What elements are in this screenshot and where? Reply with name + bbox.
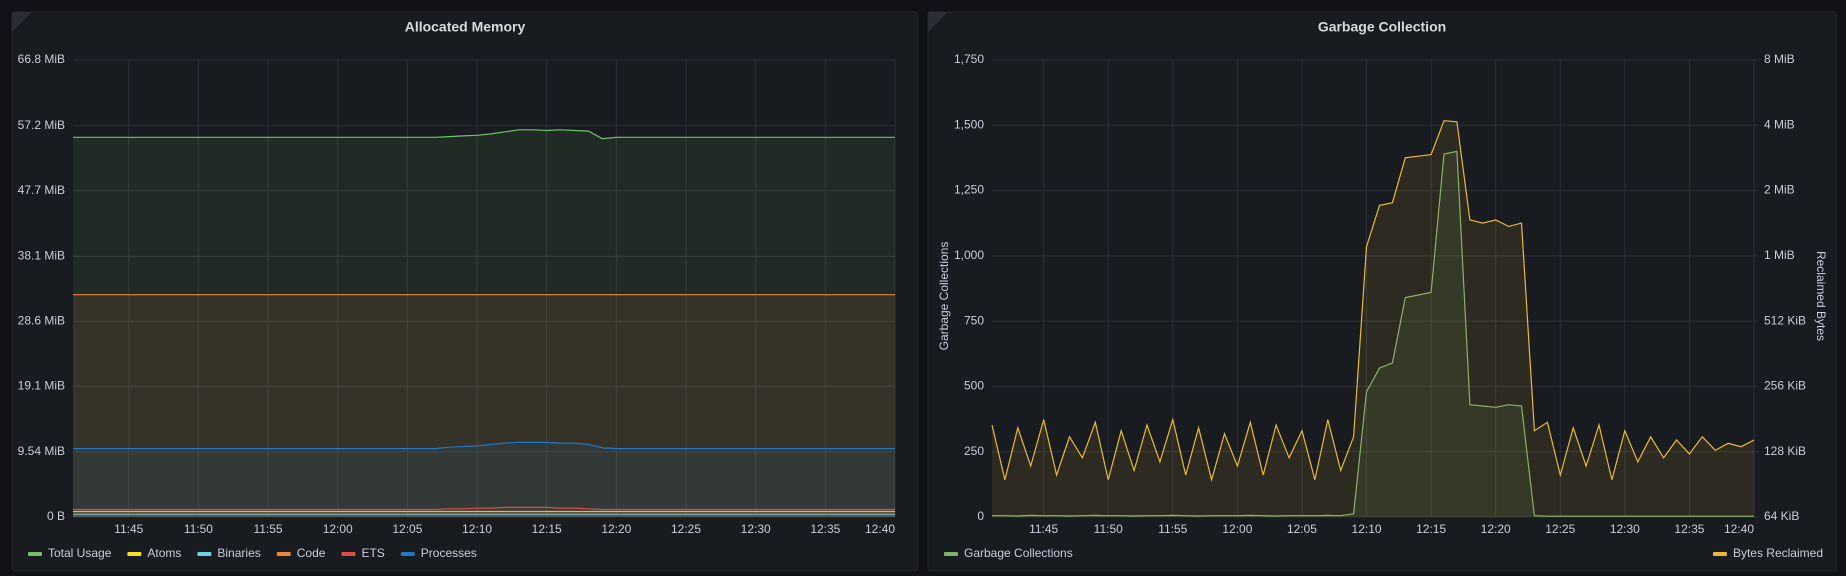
- y2-tick-label: 2 MiB: [1764, 183, 1795, 197]
- panel-title: Allocated Memory: [405, 19, 526, 35]
- legend-label: Binaries: [217, 546, 260, 560]
- y2-tick-label: 4 MiB: [1764, 117, 1795, 131]
- x-tick-label: 12:05: [1287, 522, 1317, 536]
- y-tick-label: 0 B: [47, 509, 65, 523]
- x-tick-label: 11:55: [253, 522, 282, 536]
- x-tick-label: 11:50: [1094, 522, 1123, 536]
- y2-tick-label: 256 KiB: [1764, 379, 1806, 393]
- y2-tick-label: 128 KiB: [1764, 444, 1806, 458]
- panel-title: Garbage Collection: [1318, 19, 1446, 35]
- y-tick-label: 1,250: [954, 183, 984, 197]
- series-area: [992, 120, 1754, 517]
- x-tick-label: 12:35: [810, 522, 840, 536]
- legend-label: Total Usage: [48, 546, 112, 560]
- x-tick-label: 12:15: [532, 522, 562, 536]
- series-area: [992, 151, 1754, 517]
- y-tick-label: 38.1 MiB: [18, 249, 65, 263]
- x-tick-label: 12:35: [1674, 522, 1704, 536]
- y2-tick-label: 8 MiB: [1764, 52, 1795, 66]
- series-line: [73, 129, 895, 140]
- y-tick-label: 750: [964, 313, 984, 327]
- legend-swatch: [341, 552, 356, 556]
- y-tick-label: 47.7 MiB: [18, 183, 65, 197]
- legend-label: Bytes Reclaimed: [1733, 546, 1823, 560]
- y-axis-label: Garbage Collections: [937, 242, 951, 351]
- x-tick-label: 12:30: [741, 522, 771, 536]
- x-tick-label: 11:45: [114, 522, 143, 536]
- series-line: [992, 150, 1754, 517]
- x-tick-label: 11:50: [184, 522, 213, 536]
- legend-swatch: [1712, 552, 1727, 556]
- y-tick-label: 1,500: [954, 117, 984, 131]
- y2-tick-label: 512 KiB: [1764, 313, 1806, 327]
- series-area: [73, 442, 895, 517]
- x-tick-label: 12:05: [392, 522, 422, 536]
- legend-label: Atoms: [147, 546, 181, 560]
- legend-label: Garbage Collections: [964, 546, 1073, 560]
- x-tick-label: 12:10: [462, 522, 492, 536]
- x-tick-label: 11:55: [1158, 522, 1187, 536]
- x-tick-label: 12:15: [1416, 522, 1446, 536]
- y2-axis-label: Reclaimed Bytes: [1814, 251, 1828, 341]
- series-area: [73, 129, 895, 518]
- legend-swatch: [127, 552, 142, 556]
- x-tick-label: 12:25: [1545, 522, 1575, 536]
- legend-label: Code: [297, 546, 326, 560]
- x-tick-label: 12:20: [1481, 522, 1511, 536]
- info-corner[interactable]: [928, 12, 948, 32]
- x-tick-label: 12:40: [1724, 522, 1754, 536]
- legend-label: Processes: [421, 546, 477, 560]
- x-tick-label: 12:40: [865, 522, 895, 536]
- series-area: [73, 294, 895, 517]
- y-tick-label: 19.1 MiB: [18, 379, 65, 393]
- y2-tick-label: 1 MiB: [1764, 248, 1795, 262]
- series-line: [73, 506, 895, 511]
- series-area: [73, 514, 895, 517]
- y-tick-label: 9.54 MiB: [18, 444, 65, 458]
- y-tick-label: 1,000: [954, 248, 984, 262]
- y2-tick-label: 64 KiB: [1764, 509, 1799, 523]
- y-tick-label: 500: [964, 379, 984, 393]
- x-tick-label: 12:00: [323, 522, 353, 536]
- x-tick-label: 12:00: [1222, 522, 1252, 536]
- y-tick-label: 0: [977, 509, 984, 523]
- y-tick-label: 28.6 MiB: [18, 314, 65, 328]
- x-tick-label: 12:25: [671, 522, 701, 536]
- panel: [11, 11, 919, 572]
- y-tick-label: 66.8 MiB: [18, 52, 65, 66]
- legend-swatch: [28, 552, 42, 556]
- y-tick-label: 1,750: [954, 52, 984, 66]
- info-corner[interactable]: [12, 12, 32, 32]
- legend-swatch: [276, 552, 291, 556]
- panel: [927, 11, 1838, 572]
- x-tick-label: 12:10: [1352, 522, 1382, 536]
- x-tick-label: 11:45: [1029, 522, 1058, 536]
- series-line: [991, 120, 1755, 483]
- x-tick-label: 12:20: [601, 522, 631, 536]
- y-tick-label: 250: [964, 444, 984, 458]
- legend-label: ETS: [361, 546, 384, 560]
- legend-swatch: [944, 552, 958, 556]
- legend-swatch: [400, 552, 415, 556]
- legend-swatch: [197, 552, 212, 556]
- y-tick-label: 57.2 MiB: [18, 118, 65, 132]
- x-tick-label: 12:30: [1610, 522, 1640, 536]
- series-line: [73, 441, 895, 450]
